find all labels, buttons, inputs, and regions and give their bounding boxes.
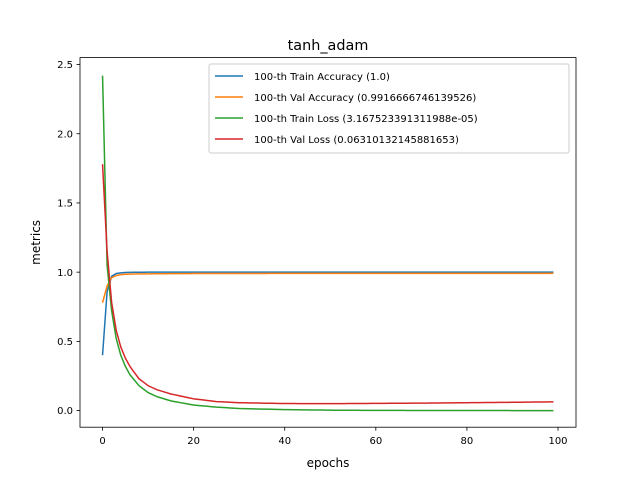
y-axis-label: metrics xyxy=(29,220,43,265)
y-tick-label: 2.5 xyxy=(57,60,73,71)
legend-label-2: 100-th Train Loss (3.167523391311988e-05… xyxy=(254,114,478,125)
x-tick-label: 60 xyxy=(369,436,382,447)
x-tick-label: 80 xyxy=(461,436,474,447)
y-tick-label: 1.0 xyxy=(57,268,73,279)
chart-title: tanh_adam xyxy=(288,38,369,54)
legend-label-3: 100-th Val Loss (0.06310132145881653) xyxy=(254,135,459,146)
series-line-3 xyxy=(101,164,554,405)
legend-box xyxy=(208,63,570,154)
y-tick-label: 2.0 xyxy=(57,129,73,140)
series-layer xyxy=(101,75,554,412)
x-tick-label: 20 xyxy=(187,436,200,447)
series-line-2 xyxy=(101,75,554,412)
x-axis-label: epochs xyxy=(307,456,350,470)
legend: 100-th Train Accuracy (1.0) 100-th Val Ac… xyxy=(208,63,570,154)
y-tick-label: 0.0 xyxy=(57,406,73,417)
series-line-1 xyxy=(101,272,554,303)
y-tick-label: 0.5 xyxy=(57,337,73,348)
series-line-0 xyxy=(101,271,554,356)
plot-area-frame xyxy=(79,57,577,428)
x-tick-label: 40 xyxy=(278,436,291,447)
tick-layer: 0 20 40 60 80 100 0.0 0.5 1.0 1.5 2.0 2.5 xyxy=(57,60,567,447)
legend-label-0: 100-th Train Accuracy (1.0) xyxy=(254,72,390,83)
x-tick-label: 0 xyxy=(99,436,105,447)
x-tick-label: 100 xyxy=(548,436,567,447)
legend-label-1: 100-th Val Accuracy (0.9916666746139526) xyxy=(254,93,476,104)
y-tick-label: 1.5 xyxy=(57,199,73,210)
